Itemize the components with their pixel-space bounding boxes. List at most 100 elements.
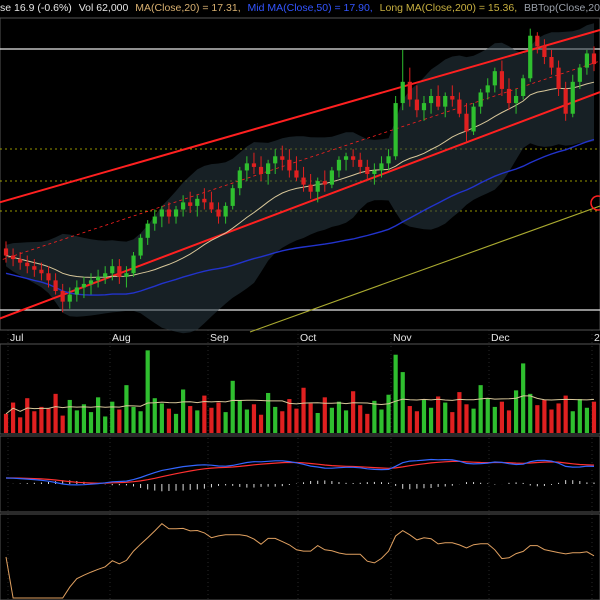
volume-bar xyxy=(152,398,157,433)
volume-bar xyxy=(393,354,398,433)
candle-body xyxy=(74,287,79,295)
candle-body xyxy=(294,170,299,178)
volume-panel-frame xyxy=(0,343,600,435)
volume-bar xyxy=(244,409,249,433)
macd-line xyxy=(5,458,595,486)
volume-bar xyxy=(329,407,334,433)
volume-bar xyxy=(103,416,108,433)
candle-body xyxy=(138,237,143,256)
candle-body xyxy=(159,209,164,217)
candle-body xyxy=(577,67,582,82)
candle-body xyxy=(428,96,434,104)
volume-bar xyxy=(258,414,264,433)
candle-body xyxy=(421,103,427,111)
candle-body xyxy=(3,248,9,256)
candle-body xyxy=(266,163,271,174)
candle-body xyxy=(287,159,292,171)
x-tick-label: Nov xyxy=(393,332,412,344)
volume-bar xyxy=(188,406,193,433)
volume-bar xyxy=(287,399,292,433)
volume-bar xyxy=(209,407,214,433)
candle-body xyxy=(513,96,519,104)
candle-body xyxy=(450,96,455,100)
volume-bar xyxy=(492,406,497,433)
candle-body xyxy=(131,255,136,274)
x-tick-label: Dec xyxy=(491,332,510,344)
candle-body xyxy=(365,166,370,174)
candle-body xyxy=(386,156,391,164)
volume-bar xyxy=(159,403,164,433)
candle-body xyxy=(393,103,398,157)
volume-bar xyxy=(443,402,448,433)
volume-bar xyxy=(223,412,228,433)
candle-body xyxy=(556,67,561,89)
candle-body xyxy=(244,163,249,171)
volume-bar xyxy=(266,392,271,433)
candle-body xyxy=(315,181,320,192)
volume-panel xyxy=(0,343,600,435)
rsi-panel-frame xyxy=(0,513,600,600)
volume-bar xyxy=(67,399,72,433)
candle-body xyxy=(95,276,101,281)
volume-bar xyxy=(485,398,490,433)
volume-bar xyxy=(173,413,179,433)
candle-body xyxy=(591,53,597,65)
price-marker xyxy=(590,195,600,211)
volume-bar xyxy=(110,401,115,433)
volume-bar xyxy=(131,406,136,433)
candle-body xyxy=(464,113,469,132)
volume-bar xyxy=(336,401,342,433)
volume-bar xyxy=(81,404,87,433)
volume-bar xyxy=(478,385,483,433)
volume-bar xyxy=(10,402,16,433)
candle-body xyxy=(166,209,172,217)
volume-bar xyxy=(556,403,561,433)
candle-body xyxy=(117,266,122,277)
volume-bar xyxy=(230,380,235,433)
candle-body xyxy=(329,170,334,185)
macd-panel-frame xyxy=(0,435,600,513)
candle-body xyxy=(216,209,221,217)
candle-body xyxy=(457,99,462,114)
volume-bar xyxy=(280,411,285,433)
candle-body xyxy=(436,96,441,107)
candle-body xyxy=(521,78,526,96)
candle-body xyxy=(53,280,58,291)
volume-bar xyxy=(216,402,221,433)
candle-body xyxy=(209,202,214,210)
volume-bar xyxy=(202,395,207,433)
candle-body xyxy=(124,273,129,277)
candle-body xyxy=(485,85,490,93)
legend-ma20: MA(Close,20) = 17.31, xyxy=(135,2,241,14)
candle-body xyxy=(46,273,51,281)
volume-bar xyxy=(563,395,568,433)
volume-bar xyxy=(145,350,150,433)
candle-body xyxy=(471,106,476,132)
volume-bar xyxy=(513,390,519,433)
candle-body xyxy=(195,198,200,206)
candle-body xyxy=(584,53,590,68)
candle-body xyxy=(173,209,179,217)
candle-body xyxy=(528,35,533,79)
x-tick-label: Aug xyxy=(112,332,131,344)
volume-bar xyxy=(301,387,306,433)
volume-bar xyxy=(117,409,122,433)
volume-bar xyxy=(60,415,65,433)
x-axis: Jul Aug Sep Oct Nov Dec 2 xyxy=(7,330,600,600)
candle-body xyxy=(32,266,37,270)
candle-body xyxy=(10,255,16,260)
volume-bar xyxy=(521,363,526,433)
candle-body xyxy=(499,71,505,89)
volume-bar xyxy=(88,412,94,433)
volume-bar xyxy=(414,411,419,433)
volume-bar xyxy=(379,409,384,433)
candle-body xyxy=(223,205,228,217)
candle-body xyxy=(188,202,193,206)
candle-body xyxy=(414,99,419,111)
ma50-line xyxy=(5,138,595,296)
x-tick-label: Oct xyxy=(300,332,316,344)
volume-bar xyxy=(195,410,200,433)
candle-body xyxy=(145,223,150,238)
volume-bar xyxy=(294,408,299,433)
volume-bar xyxy=(3,413,9,433)
